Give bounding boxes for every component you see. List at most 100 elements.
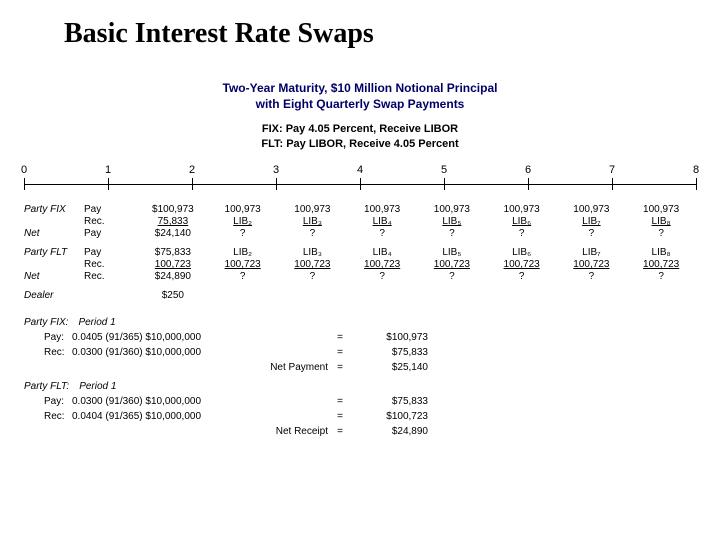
grid-cell: Pay bbox=[84, 247, 138, 258]
calc-value: $100,973 bbox=[348, 330, 428, 345]
grid-cell: 100,973 bbox=[208, 204, 278, 215]
calc-net-value: $24,890 bbox=[348, 424, 428, 439]
grid-cell bbox=[626, 290, 696, 301]
timeline-tick bbox=[528, 178, 529, 190]
timeline-tick-label: 7 bbox=[609, 164, 615, 176]
grid-cell bbox=[417, 290, 487, 301]
grid-cell: $24,890 bbox=[138, 271, 208, 282]
calc-row: Rec:0.0404 (91/365) $10,000,000=$100,723 bbox=[24, 409, 696, 424]
grid-cell: ? bbox=[208, 228, 278, 239]
grid-cell: LIB₃ bbox=[278, 247, 348, 258]
calc-row: Pay:0.0300 (91/360) $10,000,000=$75,833 bbox=[24, 394, 696, 409]
calc-net-value: $25,140 bbox=[348, 360, 428, 375]
grid-cell: $100,973 bbox=[138, 204, 208, 215]
calc-flt-heading: Party FLT: Period 1 bbox=[24, 379, 696, 394]
grid-cell bbox=[487, 290, 557, 301]
grid-cell: ? bbox=[278, 228, 348, 239]
grid-cell: ? bbox=[487, 271, 557, 282]
calc-key: Rec: bbox=[24, 409, 72, 424]
slide-title: Basic Interest Rate Swaps bbox=[64, 18, 374, 50]
grid-cell: 100,973 bbox=[417, 204, 487, 215]
grid-cell: 100,973 bbox=[557, 204, 627, 215]
grid-cell: ? bbox=[417, 228, 487, 239]
calculation-block: Party FIX: Period 1 Pay:0.0405 (91/365) … bbox=[24, 315, 696, 439]
grid-cell: Party FIX bbox=[24, 204, 84, 215]
calc-key: Pay: bbox=[24, 330, 72, 345]
calc-eq: = bbox=[332, 394, 348, 409]
grid-cell: LIB₅ bbox=[417, 216, 487, 227]
calc-row: Rec:0.0300 (91/360) $10,000,000=$75,833 bbox=[24, 345, 696, 360]
grid-cell: LIB₇ bbox=[557, 247, 627, 258]
grid-cell: ? bbox=[347, 228, 417, 239]
grid-cell: LIB₄ bbox=[347, 216, 417, 227]
grid-cell bbox=[24, 216, 84, 227]
grid-cell: LIB₆ bbox=[487, 216, 557, 227]
grid-cell: Pay bbox=[84, 228, 138, 239]
grid-cell: 100,723 bbox=[417, 259, 487, 270]
grid-cell: ? bbox=[626, 271, 696, 282]
timeline-tick bbox=[276, 178, 277, 190]
calc-fix-rows: Pay:0.0405 (91/365) $10,000,000=$100,973… bbox=[24, 330, 696, 375]
grid-cell: ? bbox=[417, 271, 487, 282]
timeline-tick-label: 2 bbox=[189, 164, 195, 176]
grid-cell: LIB₅ bbox=[417, 247, 487, 258]
timeline-tick bbox=[612, 178, 613, 190]
grid-cell: 100,723 bbox=[138, 259, 208, 270]
timeline-tick-label: 1 bbox=[105, 164, 111, 176]
chart-title-line1: Two-Year Maturity, $10 Million Notional … bbox=[24, 80, 696, 96]
grid-cell: 75,833 bbox=[138, 216, 208, 227]
calc-net-label: Net Payment bbox=[72, 360, 332, 375]
timeline-tick bbox=[696, 178, 697, 190]
grid-cell: ? bbox=[557, 271, 627, 282]
grid-cell: Net bbox=[24, 228, 84, 239]
grid-cell: 100,723 bbox=[278, 259, 348, 270]
grid-cell: 100,723 bbox=[347, 259, 417, 270]
grid-cell: ? bbox=[347, 271, 417, 282]
calc-key: Rec: bbox=[24, 345, 72, 360]
grid-cell: $250 bbox=[138, 290, 208, 301]
grid-cell bbox=[347, 290, 417, 301]
timeline-tick-label: 8 bbox=[693, 164, 699, 176]
grid-cell: 100,723 bbox=[208, 259, 278, 270]
timeline-tick bbox=[360, 178, 361, 190]
chart-subtitle-line2: FLT: Pay LIBOR, Receive 4.05 Percent bbox=[24, 137, 696, 152]
slide-content: Two-Year Maturity, $10 Million Notional … bbox=[24, 80, 696, 439]
calc-value: $75,833 bbox=[348, 345, 428, 360]
timeline-tick bbox=[24, 178, 25, 190]
calc-formula: 0.0404 (91/365) $10,000,000 bbox=[72, 409, 332, 424]
calc-flt-rows: Pay:0.0300 (91/360) $10,000,000=$75,833R… bbox=[24, 394, 696, 439]
grid-cell: 100,723 bbox=[557, 259, 627, 270]
timeline-tick-label: 0 bbox=[21, 164, 27, 176]
grid-cell bbox=[208, 290, 278, 301]
grid-cell: LIB₆ bbox=[487, 247, 557, 258]
grid-cell: Dealer bbox=[24, 290, 84, 301]
timeline-tick bbox=[444, 178, 445, 190]
grid-cell: ? bbox=[278, 271, 348, 282]
chart-subtitle-line1: FIX: Pay 4.05 Percent, Receive LIBOR bbox=[24, 122, 696, 137]
grid-cell: Pay bbox=[84, 204, 138, 215]
calc-net-label: Net Receipt bbox=[72, 424, 332, 439]
timeline-tick-label: 3 bbox=[273, 164, 279, 176]
swap-data-grid: Party FIXPay$100,973100,973100,973100,97… bbox=[24, 204, 696, 301]
timeline-tick-label: 6 bbox=[525, 164, 531, 176]
grid-cell: LIB₃ bbox=[278, 216, 348, 227]
chart-title: Two-Year Maturity, $10 Million Notional … bbox=[24, 80, 696, 112]
grid-cell: Party FLT bbox=[24, 247, 84, 258]
timeline-tick bbox=[192, 178, 193, 190]
grid-cell: 100,973 bbox=[278, 204, 348, 215]
calc-eq: = bbox=[332, 345, 348, 360]
grid-cell: 100,973 bbox=[347, 204, 417, 215]
grid-cell: LIB₂ bbox=[208, 247, 278, 258]
grid-cell: ? bbox=[557, 228, 627, 239]
grid-cell: $75,833 bbox=[138, 247, 208, 258]
grid-cell: Rec. bbox=[84, 216, 138, 227]
grid-cell bbox=[557, 290, 627, 301]
grid-cell: 100,973 bbox=[626, 204, 696, 215]
calc-formula: 0.0300 (91/360) $10,000,000 bbox=[72, 394, 332, 409]
calc-key: Pay: bbox=[24, 394, 72, 409]
grid-cell bbox=[278, 290, 348, 301]
grid-cell: $24,140 bbox=[138, 228, 208, 239]
timeline-tick-label: 5 bbox=[441, 164, 447, 176]
calc-formula: 0.0300 (91/360) $10,000,000 bbox=[72, 345, 332, 360]
grid-cell: LIB₇ bbox=[557, 216, 627, 227]
